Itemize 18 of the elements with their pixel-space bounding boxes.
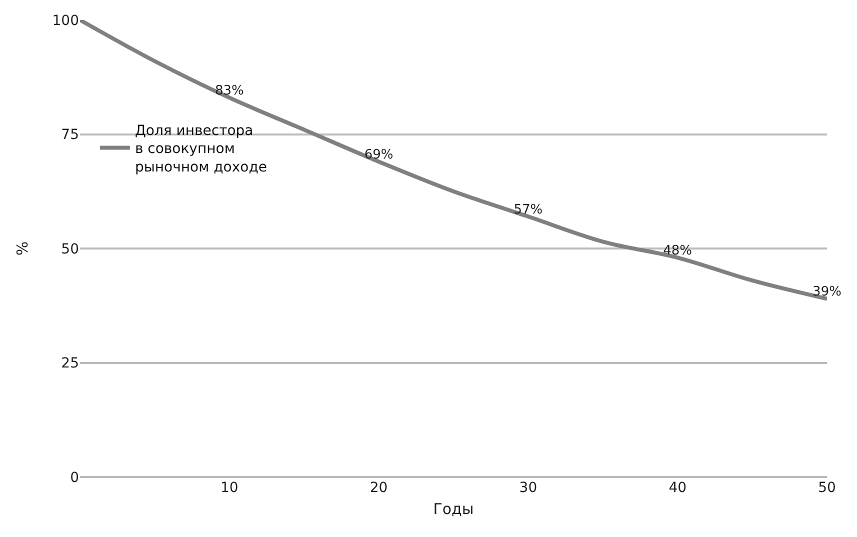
y-axis-title: % <box>14 241 32 256</box>
y-tick-label: 25 <box>61 356 79 372</box>
x-tick-label: 30 <box>519 480 538 496</box>
x-tick-label: 10 <box>220 480 238 496</box>
legend-label: Доля инвестора в совокупном рыночном доходе <box>134 123 268 176</box>
x-axis-title: Годы <box>433 500 474 518</box>
data-label: 39% <box>812 284 842 300</box>
y-tick-label: 75 <box>61 127 79 144</box>
data-label: 48% <box>663 243 692 258</box>
data-label: 57% <box>514 202 543 218</box>
data-label: 69% <box>364 147 394 162</box>
y-tick-label: 50 <box>61 241 79 258</box>
data-label: 83% <box>214 83 244 98</box>
x-tick-label: 20 <box>370 480 388 496</box>
x-tick-label: 50 <box>818 480 836 496</box>
x-tick-label: 40 <box>668 480 687 496</box>
y-tick-label: 0 <box>70 470 79 486</box>
y-tick-label: 100 <box>52 12 79 29</box>
